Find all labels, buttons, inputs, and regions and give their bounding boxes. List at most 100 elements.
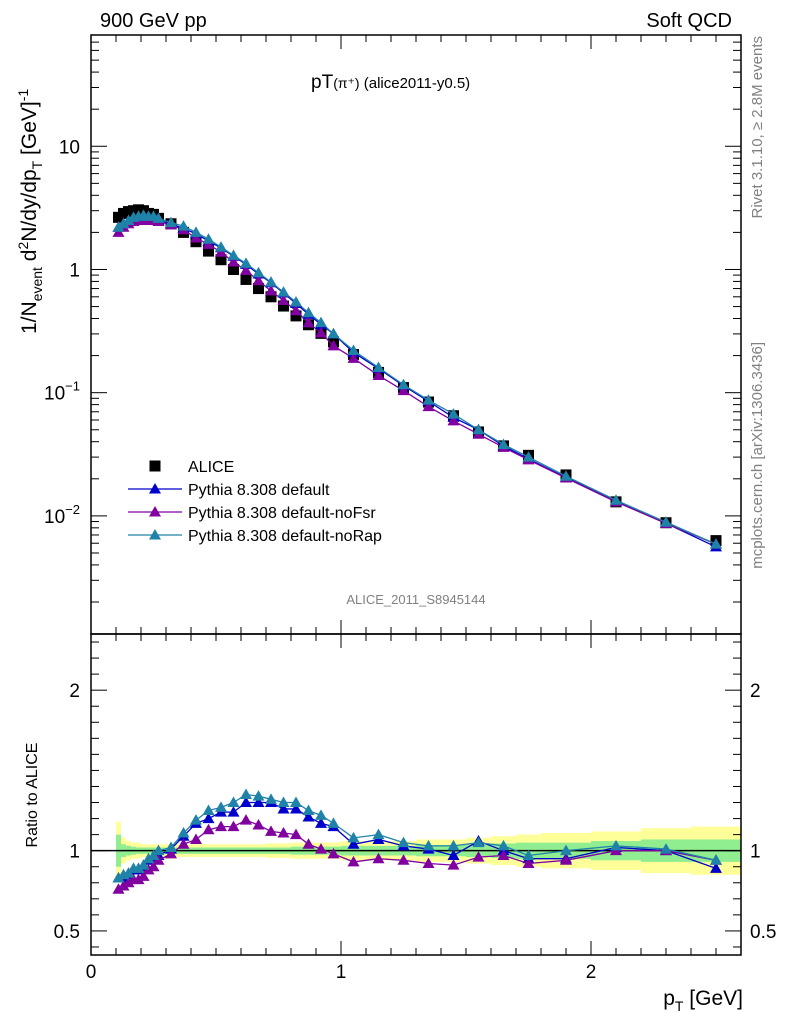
analysis-tag: ALICE_2011_S8945144 — [346, 592, 485, 607]
ratio-point — [347, 855, 360, 867]
mcplots-label: mcplots.cern.ch [arXiv:1306.3436] — [749, 342, 766, 569]
legend-marker — [149, 483, 161, 494]
ratio-point — [372, 852, 385, 864]
ratio-point — [137, 870, 150, 881]
ratio-point — [302, 838, 315, 849]
x-tick-label: 2 — [586, 962, 597, 983]
mc-point — [252, 274, 265, 286]
legend-marker — [149, 460, 161, 472]
mc-point — [660, 516, 672, 527]
ratio-point — [497, 849, 510, 860]
ratio-point — [132, 862, 145, 873]
ratio-point — [132, 873, 145, 885]
ratio-point — [327, 847, 340, 859]
ratio-point — [422, 857, 435, 869]
ratio-frame — [90, 633, 742, 956]
mc-point — [497, 438, 510, 449]
ratio-point — [372, 828, 385, 840]
ratio-point — [252, 790, 265, 801]
ratio-point — [240, 796, 252, 808]
mc-point — [327, 327, 340, 339]
mc-point — [152, 212, 165, 223]
mc-point — [347, 352, 360, 363]
mc-point — [610, 494, 622, 505]
ratio-point — [290, 828, 302, 840]
ratio-point — [290, 796, 302, 808]
ratio-point — [190, 833, 202, 844]
mc-point — [240, 257, 252, 268]
legend-label: ALICE — [188, 459, 234, 476]
mc-point — [177, 220, 190, 231]
data-point — [253, 283, 264, 295]
legend-label: Pythia 8.308 default-noFsr — [188, 505, 376, 522]
ratio-point — [447, 849, 460, 860]
mc-point — [227, 255, 240, 267]
x-axis-label: pT [GeV] — [663, 987, 743, 1014]
ratio-point — [202, 823, 215, 835]
mc-point — [117, 217, 130, 229]
ratio-point — [265, 825, 277, 836]
ratio-point — [142, 852, 155, 864]
ratio-point — [347, 831, 360, 843]
mc-point — [277, 286, 290, 297]
ratio-point — [215, 801, 227, 812]
ratio-point — [522, 849, 535, 860]
mc-point — [422, 394, 435, 405]
ratio-point — [177, 838, 190, 849]
main-y-axis-label: 1/Nevent d2N/dy/dpT [GeV]-1 — [15, 89, 45, 334]
ratio-point — [112, 883, 125, 894]
mc-point — [227, 249, 240, 260]
ratio-point — [152, 844, 165, 856]
ratio-y-tick-label: 1 — [69, 842, 80, 863]
mc-point — [302, 306, 315, 318]
ratio-point — [137, 859, 150, 870]
mc-point — [397, 378, 410, 390]
ratio-point — [190, 814, 202, 825]
legend-label: Pythia 8.308 default — [188, 482, 330, 499]
mc-point — [277, 294, 290, 306]
legend-marker — [149, 506, 161, 517]
mc-point — [372, 369, 385, 380]
data-point — [265, 291, 277, 303]
ratio-point — [290, 802, 302, 814]
y-tick-label: 10−2 — [44, 502, 80, 528]
ratio-point — [710, 854, 722, 865]
y-tick-label: 10−1 — [44, 379, 80, 405]
x-tick-label: 0 — [86, 962, 97, 983]
ratio-point — [202, 812, 215, 824]
plot-title-particle: (π⁺) — [333, 75, 359, 91]
mc-point — [240, 264, 252, 276]
mc-point — [265, 276, 277, 287]
mc-point — [422, 400, 435, 412]
ratio-point — [227, 820, 240, 832]
ratio-point — [112, 871, 125, 883]
ratio-point — [227, 806, 240, 817]
mc-point — [347, 344, 360, 355]
ratio-point — [277, 827, 290, 838]
plot-title-tail: (alice2011-y0.5) — [360, 75, 471, 92]
ratio-point — [315, 809, 327, 820]
x-tick-label: 1 — [336, 962, 347, 983]
rivet-version-label: Rivet 3.1.10, ≥ 2.8M events — [749, 36, 766, 219]
data-point — [240, 273, 252, 285]
mc-point — [265, 284, 277, 296]
plot-title: pT(π⁺) (alice2011-y0.5) — [311, 72, 470, 93]
data-point — [203, 245, 214, 257]
mc-point — [290, 296, 302, 307]
mc-point — [447, 408, 460, 419]
ratio-point — [147, 860, 160, 872]
plot-title-main: pT — [311, 72, 334, 93]
ratio-point — [252, 796, 265, 808]
mc-point — [315, 326, 327, 338]
ratio-point — [497, 839, 510, 851]
data-point — [290, 310, 302, 322]
y-tick-label: 10 — [59, 137, 80, 158]
ratio-point — [165, 841, 177, 852]
ratio-point — [327, 817, 340, 828]
ratio-y-tick-label-right: 0.5 — [750, 922, 776, 943]
header-right-label: Soft QCD — [646, 10, 732, 32]
ratio-point — [117, 879, 130, 891]
ratio-point — [227, 796, 240, 808]
mc-point — [302, 316, 315, 328]
